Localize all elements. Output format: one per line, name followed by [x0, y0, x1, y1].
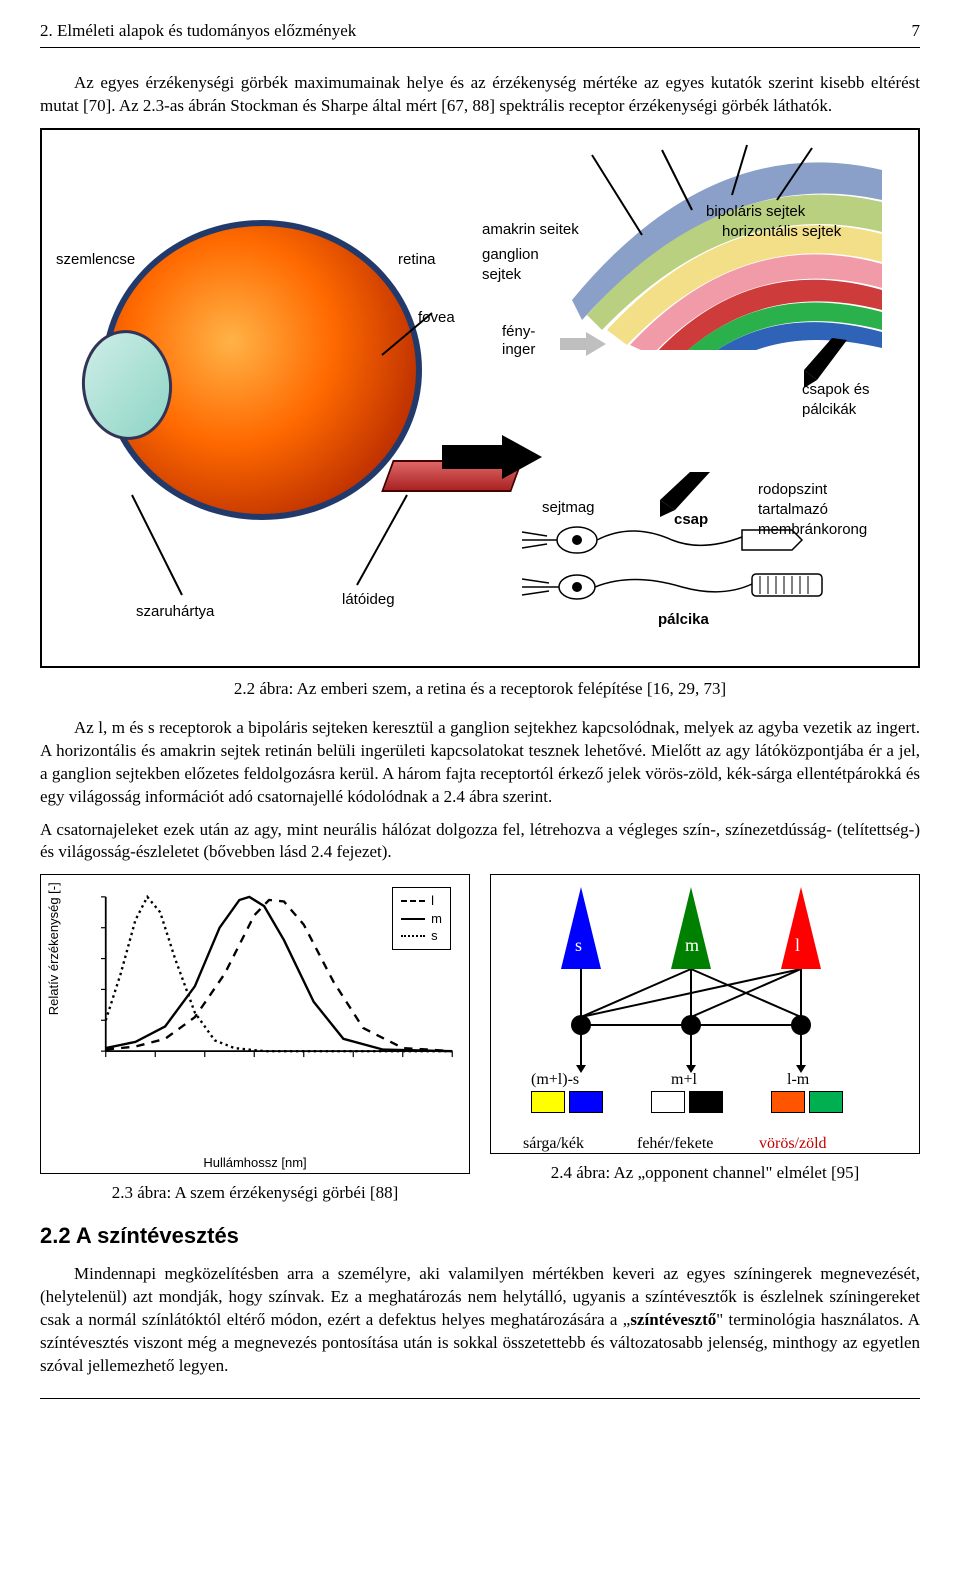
cone-label-l: l: [795, 933, 800, 957]
label-ganglion1: ganglion: [482, 245, 539, 265]
svg-text:450: 450: [143, 1061, 167, 1064]
paragraph-2: Az l, m és s receptorok a bipoláris sejt…: [40, 717, 920, 809]
label-bipolaris: bipoláris sejtek: [706, 202, 805, 222]
label-horizontalis: horizontális sejtek: [722, 222, 841, 242]
retina-layers-graphic: [572, 140, 882, 350]
label-palcikak: pálcikák: [802, 400, 856, 420]
label-szemlencse: szemlencse: [56, 250, 135, 270]
figure-2-3-caption: 2.3 ábra: A szem érzékenységi görbéi [88…: [40, 1182, 470, 1205]
label-rodopszint2: tartalmazó: [758, 500, 828, 520]
label-ganglion2: sejtek: [482, 265, 521, 285]
figure-2-2: szemlencse retina amakrin seitek ganglio…: [40, 128, 920, 668]
label-fenyinger2: inger: [502, 340, 535, 360]
svg-text:650: 650: [341, 1061, 365, 1064]
figure-2-3: Relatív érzékenység [-] Hullámhossz [nm]…: [40, 874, 470, 1174]
cone-label-s: s: [575, 933, 582, 957]
color-box: [569, 1091, 603, 1113]
color-box: [809, 1091, 843, 1113]
legend-l: l: [431, 892, 434, 910]
svg-text:750: 750: [440, 1061, 457, 1064]
color-box: [531, 1091, 565, 1113]
legend-s: s: [431, 927, 438, 945]
label-fovea: fovea: [418, 308, 455, 328]
label-retina: retina: [398, 250, 436, 270]
pair-label: (m+l)-s: [531, 1069, 579, 1091]
figure-2-4-container: s m l (m+l)-s m+l l-m sárga/kék fehér/fekete vör…: [490, 874, 920, 1201]
chart23-legend: l m s: [392, 887, 451, 950]
cone-l: [781, 887, 821, 969]
bottom-label: fehér/fekete: [637, 1133, 713, 1155]
svg-text:500: 500: [193, 1061, 217, 1064]
chart23-ylabel: Relatív érzékenység [-]: [45, 883, 63, 1016]
color-box: [689, 1091, 723, 1113]
chapter-title: 2. Elméleti alapok és tudományos előzmén…: [40, 20, 356, 43]
bottom-label: vörös/zöld: [759, 1133, 827, 1155]
paragraph-1: Az egyes érzékenységi görbék maximumaina…: [40, 72, 920, 118]
figure-row: Relatív érzékenység [-] Hullámhossz [nm]…: [40, 874, 920, 1263]
label-csapok: csapok és: [802, 380, 870, 400]
legend-m: m: [431, 910, 442, 928]
svg-text:700: 700: [391, 1061, 415, 1064]
label-szaruhartya: szaruhártya: [136, 602, 214, 622]
pair-label: m+l: [671, 1069, 697, 1091]
label-amakrin: amakrin seitek: [482, 220, 579, 240]
figure-2-4: s m l (m+l)-s m+l l-m sárga/kék fehér/fekete vör…: [490, 874, 920, 1154]
page-header: 2. Elméleti alapok és tudományos előzmén…: [40, 20, 920, 48]
color-box: [651, 1091, 685, 1113]
label-sejtmag: sejtmag: [542, 498, 595, 518]
footer-rule: [40, 1398, 920, 1399]
svg-text:600: 600: [292, 1061, 316, 1064]
light-arrow-small: [560, 330, 610, 360]
label-csap: csap: [674, 510, 708, 530]
para4-bold: színtévesztő: [630, 1310, 716, 1329]
section-2-2-heading: 2.2 A színtévesztés: [40, 1221, 470, 1251]
paragraph-4: Mindennapi megközelítésben arra a személ…: [40, 1263, 920, 1378]
figure-2-4-caption: 2.4 ábra: Az „opponent channel" elmélet …: [490, 1162, 920, 1185]
label-rodopszint3: membránkorong: [758, 520, 867, 540]
svg-text:550: 550: [242, 1061, 266, 1064]
label-rodopszint1: rodopszint: [758, 480, 827, 500]
light-arrow-big: [442, 435, 552, 485]
cone-label-m: m: [685, 933, 699, 957]
chart23-xlabel: Hullámhossz [nm]: [203, 1154, 306, 1172]
svg-text:400: 400: [101, 1061, 118, 1064]
figure-2-3-container: Relatív érzékenység [-] Hullámhossz [nm]…: [40, 874, 470, 1263]
bottom-label: sárga/kék: [523, 1133, 584, 1155]
label-latoideg: látóideg: [342, 590, 395, 610]
figure-2-2-caption: 2.2 ábra: Az emberi szem, a retina és a …: [40, 678, 920, 701]
color-box: [771, 1091, 805, 1113]
paragraph-3: A csatornajeleket ezek után az agy, mint…: [40, 819, 920, 865]
pair-label: l-m: [787, 1069, 809, 1091]
page-number: 7: [912, 20, 921, 43]
label-palcika: pálcika: [658, 610, 709, 630]
